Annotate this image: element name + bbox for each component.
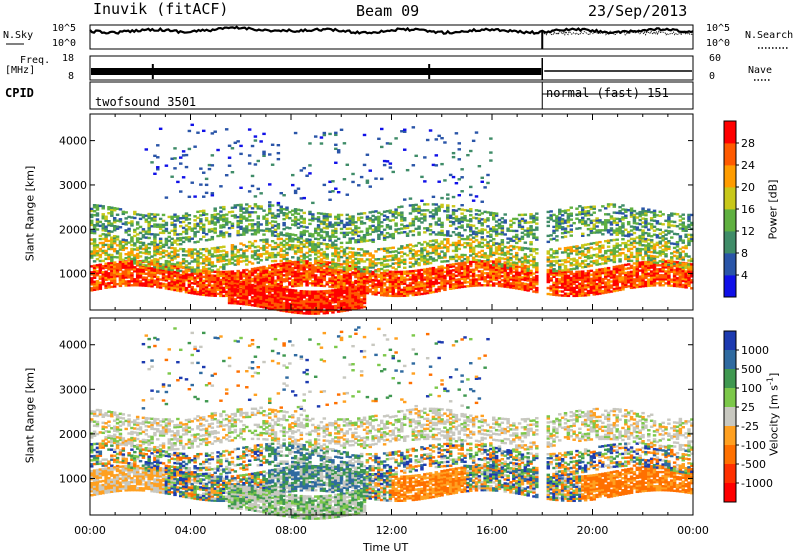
power-ytick-label-1000: 1000 [59,268,87,281]
freq-band-twofsound [91,68,542,75]
velocity-colorbar-swatch-7 [724,464,736,484]
velocity-colorbar-swatch-0 [724,331,736,351]
nsky-label: N.Sky [3,30,34,41]
power-colorbar-swatch-4 [724,187,736,210]
velocity-colorbar-tick-label-3: 25 [741,401,755,414]
power-colorbar-tick-label-3: 16 [741,203,755,216]
power-colorbar-swatch-1 [724,253,736,276]
power-colorbar-tick-label-6: 28 [741,137,755,150]
nave-tick-bottom: 0 [709,71,716,82]
station-title: Inuvik (fitACF) [93,0,229,18]
time-axis-label: Time UT [363,541,409,554]
velocity-colorbar-tick-label-1: 500 [741,363,762,376]
power-colorbar-swatch-5 [724,165,736,188]
power-colorbar-tick-label-5: 24 [741,159,755,172]
time-tick-label-2: 08:00 [275,524,307,537]
power-colorbar-tick-label-2: 12 [741,225,755,238]
power-ytick-label-3000: 3000 [59,179,87,192]
nave-label: Nave [748,65,773,76]
power-colorbar-swatch-2 [724,231,736,254]
freq-tick-top: 18 [62,53,75,64]
noise-tick-right-top: 10^5 [706,23,731,34]
nsearch-label: N.Search [745,30,794,41]
power-colorbar-swatch-0 [724,275,736,298]
velocity-colorbar-swatch-4 [724,407,736,427]
velocity-colorbar-tick-label-6: -500 [741,458,766,471]
power-colorbar-tick-label-4: 20 [741,181,755,194]
noise-search-line [542,29,694,36]
power-ytick-label-4000: 4000 [59,135,87,148]
power-colorbar-tick-label-0: 4 [741,269,748,282]
velocity-ytick-label-1000: 1000 [59,472,87,485]
velocity-ytick-label-4000: 4000 [59,339,87,352]
power-colorbar-swatch-7 [724,121,736,144]
noise-tick-left-bottom: 10^0 [52,38,77,49]
power-colorbar-swatch-6 [724,143,736,166]
time-tick-label-4: 16:00 [476,524,508,537]
cpid-segment-label-2: normal (fast) 151 [546,86,669,100]
velocity-colorbar-tick-label-7: -1000 [741,477,773,490]
nave-tick-top: 60 [709,53,722,64]
velocity-ytick-label-3000: 3000 [59,383,87,396]
time-tick-label-3: 12:00 [376,524,408,537]
noise-tick-left-top: 10^5 [52,23,77,34]
velocity-colorbar-swatch-2 [724,369,736,389]
power-heatmap-cells [90,123,694,315]
velocity-colorbar-swatch-1 [724,350,736,370]
date-title: 23/Sep/2013 [588,2,688,20]
velocity-colorbar-tick-label-2: 100 [741,382,762,395]
velocity-ytick-label-2000: 2000 [59,428,87,441]
freq-panel-frame [89,55,694,81]
beam-title: Beam 09 [356,2,420,20]
noise-panel-frame [89,24,694,50]
time-tick-label-5: 20:00 [577,524,609,537]
velocity-colorbar-swatch-8 [724,483,736,503]
noise-sky-line [89,25,694,35]
freq-unit-label: [MHz] [5,65,36,76]
velocity-colorbar-tick-label-4: -25 [741,420,759,433]
velocity-colorbar-swatch-5 [724,426,736,446]
velocity-colorbar-swatch-3 [724,388,736,408]
time-tick-label-0: 00:00 [74,524,106,537]
cpid-segment-label-1: twofsound 3501 [95,95,197,109]
power-colorbar-swatch-3 [724,209,736,232]
power-colorbar-tick-label-1: 8 [741,247,748,260]
freq-tick-bottom: 8 [68,71,75,82]
velocity-heatmap-cells [90,326,694,520]
noise-tick-right-bottom: 10^0 [706,38,731,49]
power-ytick-label-2000: 2000 [59,223,87,236]
velocity-colorbar-tick-label-5: -100 [741,439,766,452]
cpid-label: CPID [5,86,34,100]
velocity-colorbar-tick-label-0: 1000 [741,344,769,357]
time-tick-label-6: 00:00 [677,524,709,537]
velocity-colorbar-swatch-6 [724,445,736,465]
cpid-panel-frame [89,81,694,110]
time-tick-label-1: 04:00 [175,524,207,537]
velocity-colorbar-frame [723,330,737,503]
freq-label: Freq. [20,55,51,66]
